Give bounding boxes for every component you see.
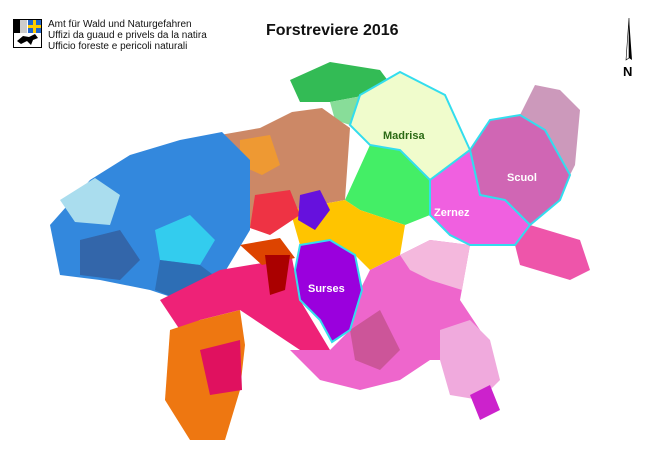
district-purple-small[interactable] xyxy=(298,190,330,230)
district-east-lower[interactable] xyxy=(515,225,590,280)
district-darkred[interactable] xyxy=(265,255,290,295)
label-surses: Surses xyxy=(308,283,345,295)
district-lightpink[interactable] xyxy=(400,240,470,290)
district-mesolcina[interactable] xyxy=(165,310,245,440)
other-districts xyxy=(50,62,590,440)
district-mesolcina-pink[interactable] xyxy=(200,340,242,395)
district-red[interactable] xyxy=(250,190,300,235)
district-puschlav[interactable] xyxy=(440,320,500,400)
label-zernez: Zernez xyxy=(434,207,470,219)
organization-line-it: Ufficio foreste e pericoli naturali xyxy=(48,41,188,52)
district-surses[interactable] xyxy=(293,238,364,344)
label-madrisa: Madrisa xyxy=(383,130,425,142)
district-east-upper[interactable] xyxy=(520,85,580,175)
organization-line-de: Amt für Wald und Naturgefahren xyxy=(48,19,192,30)
organization-name: Amt für Wald und Naturgefahren Uffizi da… xyxy=(48,19,207,52)
district-zernez[interactable] xyxy=(429,148,532,246)
canton-coat-of-arms-logo xyxy=(13,19,42,48)
district-green[interactable] xyxy=(345,145,430,225)
district-rose[interactable] xyxy=(350,310,400,370)
label-scuol: Scuol xyxy=(507,172,537,184)
highlighted-districts: Madrisa Scuol Zernez Surses xyxy=(293,70,572,344)
north-arrow-icon: N xyxy=(623,18,632,78)
district-south-tip[interactable] xyxy=(470,385,500,420)
map-title: Forstreviere 2016 xyxy=(266,22,399,39)
district-west-lightblue[interactable] xyxy=(60,178,120,225)
district-west-darkblue[interactable] xyxy=(80,230,140,280)
organization-line-rm: Uffizi da guaud e privels da la natira xyxy=(48,30,207,41)
district-prattigau-east[interactable] xyxy=(330,96,362,125)
district-south-pink[interactable] xyxy=(160,258,330,350)
district-steelblue[interactable] xyxy=(155,260,220,300)
district-cyan[interactable] xyxy=(155,215,215,265)
north-label: N xyxy=(623,64,632,78)
